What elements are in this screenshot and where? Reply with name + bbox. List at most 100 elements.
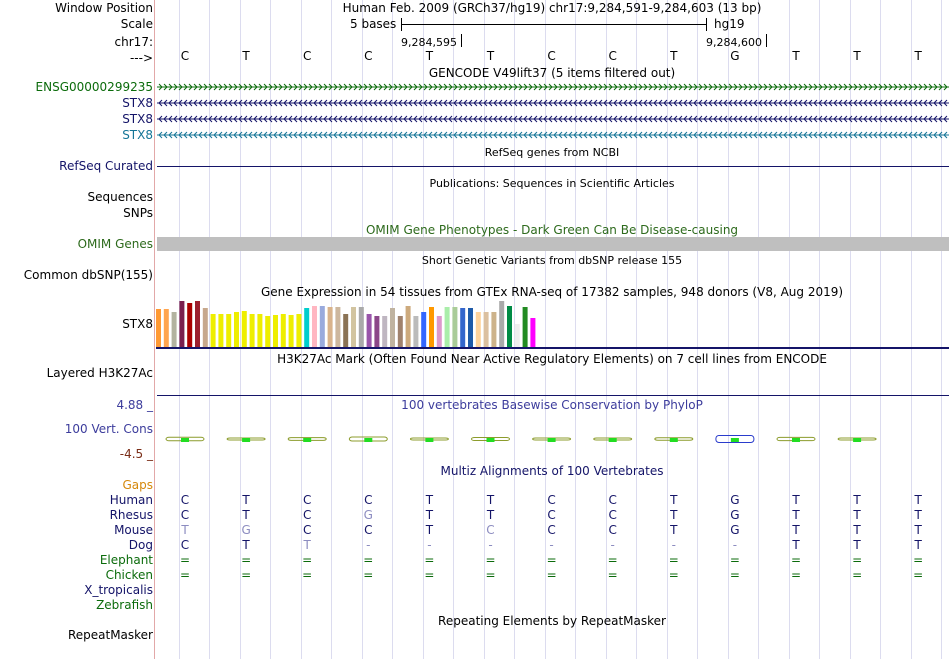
strand-chevron [608, 131, 613, 139]
gtex-tissue-bar[interactable] [241, 311, 247, 347]
gtex-tissue-bar[interactable] [397, 316, 403, 347]
multiz-species-label[interactable]: Elephant [99, 553, 153, 567]
gtex-tissue-bar[interactable] [429, 307, 434, 347]
multiz-species-label[interactable]: Human [109, 493, 153, 507]
gtex-tissue-bar[interactable] [374, 316, 380, 347]
publications-snps-label[interactable]: SNPs [123, 206, 153, 220]
strand-chevron [223, 99, 228, 107]
repeatmasker-label[interactable]: RepeatMasker [67, 628, 153, 642]
phylop-label[interactable]: 100 Vert. Cons [64, 422, 153, 436]
grid-line [789, 0, 790, 659]
gtex-label[interactable]: STX8 [122, 317, 153, 331]
publications-sequences-label[interactable]: Sequences [87, 190, 153, 204]
gtex-tissue-bar[interactable] [280, 314, 286, 347]
gencode-track-label-3[interactable]: STX8 [122, 112, 153, 126]
strand-chevron [423, 115, 428, 123]
gtex-tissue-bar[interactable] [483, 312, 489, 347]
gtex-tissue-bar[interactable] [163, 309, 169, 347]
multiz-species-label[interactable]: X_tropicalis [84, 583, 153, 597]
grid-line [575, 0, 576, 659]
gtex-tissue-bar[interactable] [405, 306, 411, 347]
grid-line [941, 0, 942, 659]
gtex-tissue-bar[interactable] [273, 315, 278, 347]
gtex-bar-chart[interactable] [156, 300, 536, 348]
multiz-species-label[interactable]: Zebrafish [96, 598, 153, 612]
multiz-species-label[interactable]: Dog [128, 538, 153, 552]
strand-chevron [443, 83, 448, 91]
gtex-tissue-bar[interactable] [226, 314, 232, 347]
gtex-tissue-bar[interactable] [530, 318, 536, 347]
strand-chevron [493, 131, 498, 139]
gtex-tissue-bar[interactable] [218, 314, 224, 347]
multiz-species-label[interactable]: Chicken [105, 568, 153, 582]
gtex-tissue-bar[interactable] [436, 316, 442, 347]
reference-base: T [914, 49, 922, 63]
gtex-tissue-bar[interactable] [327, 307, 333, 347]
gtex-tissue-bar[interactable] [514, 324, 520, 347]
strand-chevron [378, 131, 383, 139]
gtex-tissue-bar[interactable] [257, 314, 263, 347]
gtex-tissue-bar[interactable] [288, 315, 294, 347]
strand-chevron [573, 131, 578, 139]
omim-label[interactable]: OMIM Genes [77, 237, 153, 251]
gtex-tissue-bar[interactable] [366, 314, 372, 347]
gtex-tissue-bar[interactable] [296, 314, 302, 347]
strand-chevron [463, 99, 468, 107]
gtex-tissue-bar[interactable] [156, 309, 161, 347]
gtex-tissue-bar[interactable] [195, 301, 200, 347]
gtex-tissue-bar[interactable] [413, 316, 419, 347]
phylop-score-core [669, 438, 678, 442]
omim-feature[interactable] [157, 237, 949, 251]
gencode-track-label-4[interactable]: STX8 [122, 128, 153, 142]
multiz-gaps-label[interactable]: Gaps [122, 478, 153, 492]
gtex-tissue-bar[interactable] [187, 303, 193, 347]
strand-chevron [863, 131, 868, 139]
h3k27ac-label[interactable]: Layered H3K27Ac [46, 366, 153, 380]
gtex-tissue-bar[interactable] [475, 312, 481, 347]
gencode-feature-4[interactable] [157, 130, 949, 140]
gencode-feature-2[interactable] [157, 98, 949, 108]
strand-chevron [458, 131, 463, 139]
gtex-tissue-bar[interactable] [499, 301, 505, 347]
gtex-tissue-bar[interactable] [319, 306, 325, 347]
gtex-tissue-bar[interactable] [468, 308, 473, 347]
strand-chevron [413, 83, 418, 91]
gtex-tissue-bar[interactable] [351, 307, 356, 347]
multiz-species-label[interactable]: Rhesus [109, 508, 153, 522]
refseq-label[interactable]: RefSeq Curated [59, 159, 153, 173]
gtex-tissue-bar[interactable] [265, 316, 271, 347]
dbsnp-label[interactable]: Common dbSNP(155) [23, 268, 153, 282]
gtex-tissue-bar[interactable] [522, 307, 528, 347]
gtex-tissue-bar[interactable] [452, 307, 458, 347]
gtex-tissue-bar[interactable] [304, 308, 310, 347]
strand-chevron [408, 115, 413, 123]
gtex-tissue-bar[interactable] [421, 312, 427, 347]
gtex-tissue-bar[interactable] [491, 312, 497, 347]
refseq-feature[interactable] [157, 166, 949, 167]
strand-chevron [593, 83, 598, 91]
gencode-track-label-2[interactable]: STX8 [122, 96, 153, 110]
strand-chevron [518, 115, 523, 123]
gtex-tissue-bar[interactable] [382, 316, 388, 347]
gtex-tissue-bar[interactable] [179, 301, 185, 347]
gencode-track-label-1[interactable]: ENSG00000299235 [35, 80, 153, 94]
gtex-tissue-bar[interactable] [234, 312, 239, 347]
gtex-tissue-bar[interactable] [171, 312, 177, 347]
gtex-tissue-bar[interactable] [507, 306, 512, 347]
gencode-feature-3[interactable] [157, 114, 949, 124]
gtex-tissue-bar[interactable] [390, 308, 395, 347]
gtex-tissue-bar[interactable] [210, 314, 216, 347]
gencode-feature-1[interactable] [157, 82, 949, 92]
gtex-tissue-bar[interactable] [460, 308, 466, 347]
gtex-tissue-bar[interactable] [343, 314, 349, 347]
phylop-signal[interactable] [157, 428, 949, 450]
gtex-tissue-bar[interactable] [444, 307, 450, 347]
gtex-tissue-bar[interactable] [249, 314, 255, 347]
gtex-tissue-bar[interactable] [202, 308, 208, 347]
strand-chevron [918, 131, 923, 139]
gtex-tissue-bar[interactable] [335, 307, 341, 347]
gtex-tissue-bar[interactable] [312, 306, 317, 347]
multiz-species-label[interactable]: Mouse [114, 523, 153, 537]
gtex-tissue-bar[interactable] [358, 307, 364, 347]
